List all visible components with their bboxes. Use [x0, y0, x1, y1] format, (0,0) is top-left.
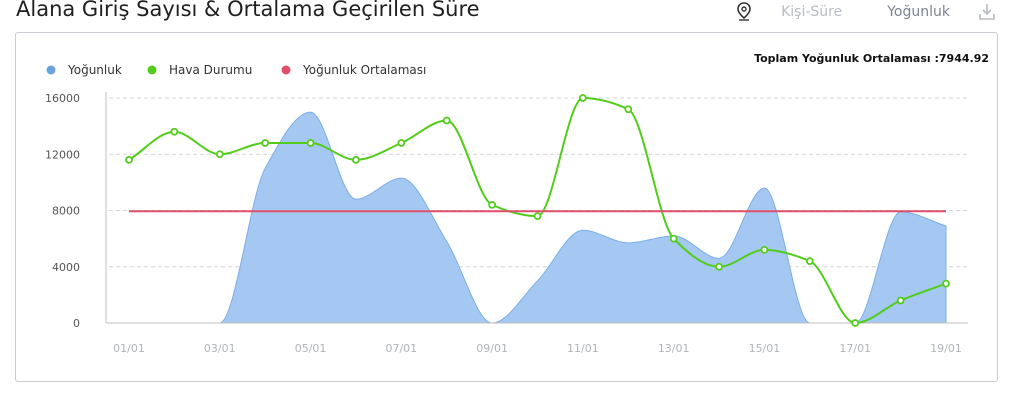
data-point[interactable]	[442, 116, 451, 125]
x-tick-label: 19/01	[930, 342, 962, 355]
data-point[interactable]	[125, 155, 133, 164]
download-icon[interactable]	[978, 2, 996, 22]
data-point[interactable]	[805, 257, 814, 266]
toggle-person-time-button[interactable]: Kişi-Süre	[781, 4, 843, 20]
legend-label[interactable]: Yoğunluk	[67, 63, 122, 77]
x-tick-label: 17/01	[839, 342, 871, 355]
y-tick-label: 8000	[52, 205, 80, 218]
data-point[interactable]	[397, 139, 406, 147]
line-layer	[125, 94, 950, 327]
grid-layer	[109, 97, 968, 268]
x-tick-label: 05/01	[295, 342, 327, 355]
y-tick-label: 12000	[45, 148, 80, 161]
location-pin-icon[interactable]	[735, 2, 753, 22]
legend-label[interactable]: Yoğunluk Ortalaması	[302, 63, 426, 77]
data-point[interactable]	[352, 155, 360, 164]
legend-marker	[147, 65, 157, 75]
data-point[interactable]	[306, 139, 315, 147]
chart-svg: 0 4000 8000 12000 16000 01/01 03/01 05/01 07/01 0…	[45, 52, 989, 355]
total-average-label: Toplam Yoğunluk Ortalaması :7944.92	[754, 52, 989, 65]
x-tick-label: 11/01	[567, 342, 599, 355]
data-point[interactable]	[851, 319, 860, 327]
y-tick-label: 0	[73, 317, 80, 330]
data-point[interactable]	[942, 279, 950, 288]
legend-marker	[46, 65, 56, 75]
chart-toolbar: Kişi-Süre Yoğunluk	[735, 0, 996, 24]
legend-label[interactable]: Hava Durumu	[169, 63, 252, 77]
data-point[interactable]	[624, 105, 633, 114]
chart-title: Alana Giriş Sayısı & Ortalama Geçirilen …	[16, 0, 480, 21]
data-point[interactable]	[261, 139, 270, 147]
legend-marker	[281, 65, 291, 75]
x-tick-label: 09/01	[476, 342, 508, 355]
data-point[interactable]	[896, 296, 905, 305]
data-point[interactable]	[715, 262, 723, 271]
legend-layer: Yoğunluk Hava Durumu Yoğunluk Ortalaması	[46, 63, 426, 77]
x-tick-label: 03/01	[204, 342, 236, 355]
data-point[interactable]	[215, 150, 224, 159]
x-tick-label: 07/01	[385, 342, 417, 355]
y-tick-label: 16000	[45, 92, 80, 105]
x-tick-label: 01/01	[113, 342, 145, 355]
x-tick-label: 15/01	[749, 342, 781, 355]
axis-layer: 0 4000 8000 12000 16000 01/01 03/01 05/01 07/01 0…	[45, 92, 968, 355]
data-point[interactable]	[578, 94, 587, 102]
data-point[interactable]	[669, 234, 678, 243]
chart-card: 0 4000 8000 12000 16000 01/01 03/01 05/01 07/01 0…	[15, 32, 998, 382]
data-point[interactable]	[170, 127, 179, 136]
toggle-density-button[interactable]: Yoğunluk	[887, 4, 950, 20]
x-tick-label: 13/01	[658, 342, 690, 355]
y-tick-label: 4000	[52, 261, 80, 274]
data-point[interactable]	[533, 212, 542, 221]
data-point[interactable]	[760, 245, 769, 254]
data-point[interactable]	[488, 200, 497, 209]
